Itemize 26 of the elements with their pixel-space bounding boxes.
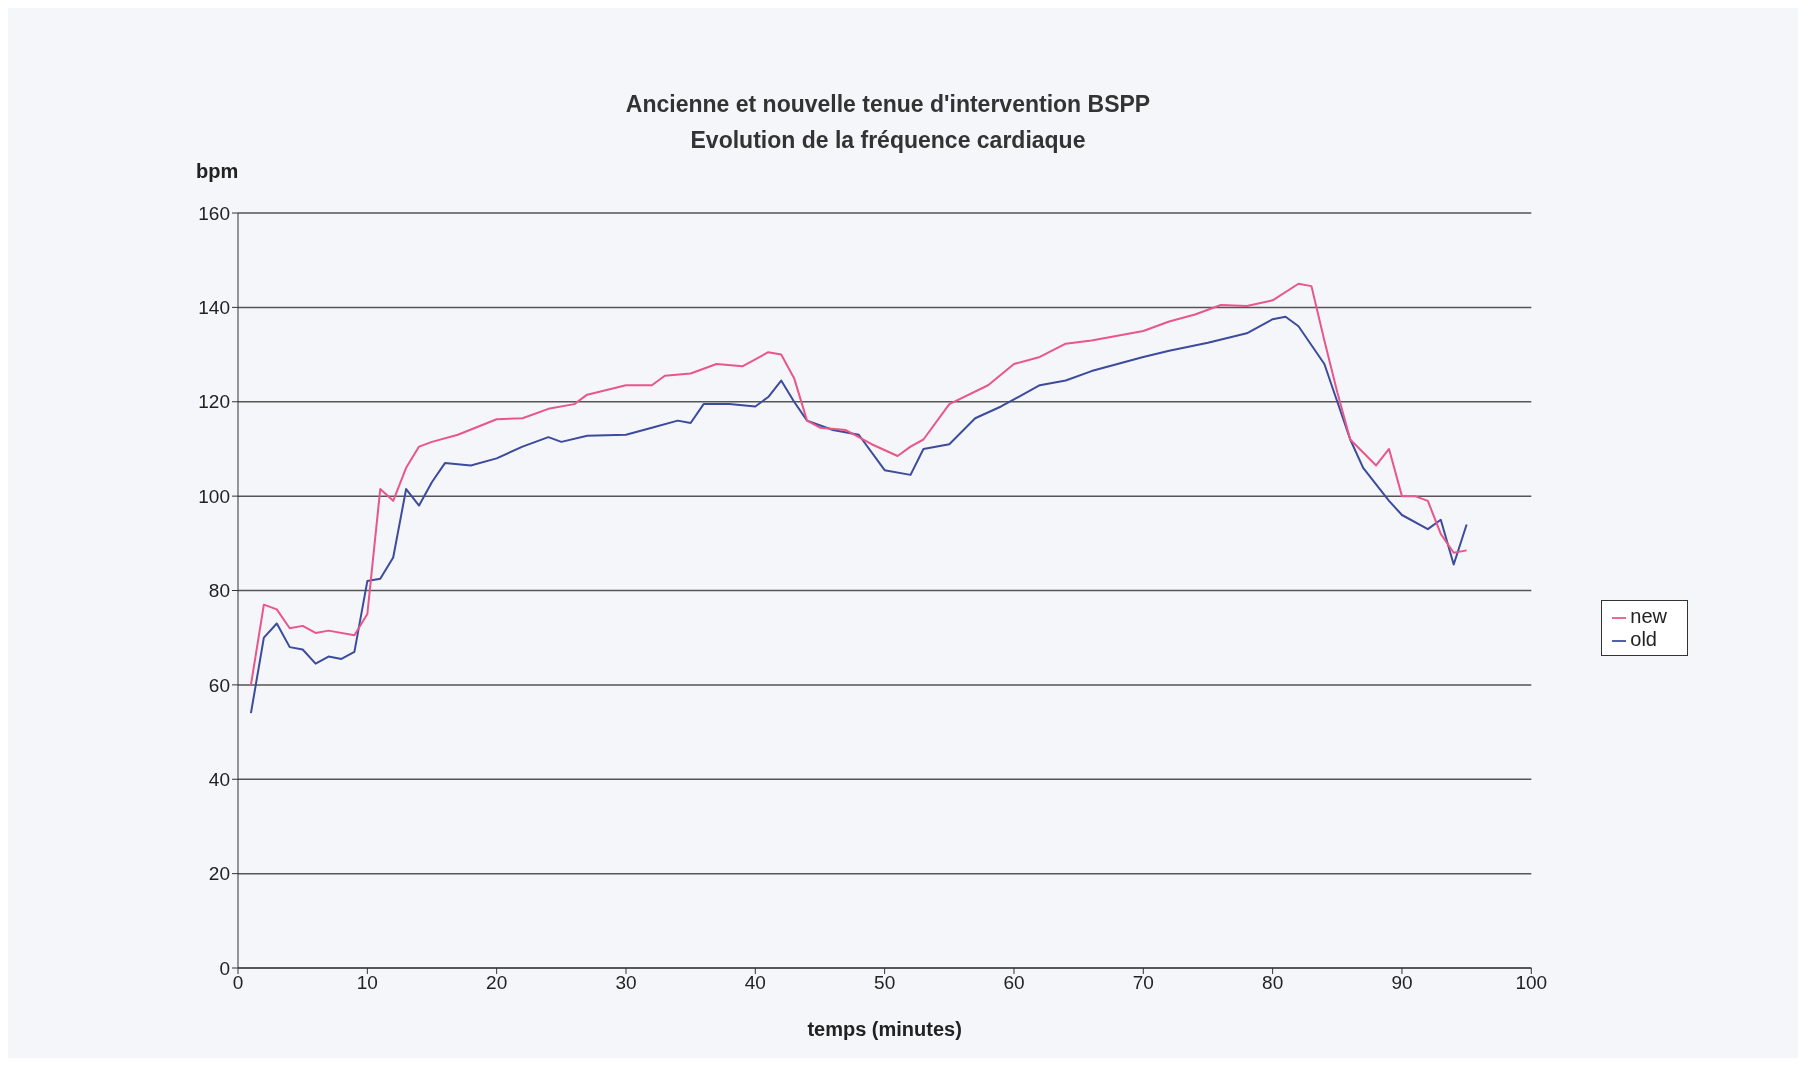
- y-tick-label: 120: [198, 391, 230, 413]
- y-tick-label: 20: [208, 863, 230, 885]
- chart-title: Ancienne et nouvelle tenue d'intervention BSPP: [624, 90, 1152, 119]
- x-tick-label: 100: [1515, 972, 1548, 994]
- x-tick-label: 10: [356, 972, 378, 994]
- y-tick-label: 40: [208, 768, 230, 790]
- y-tick-label: 60: [208, 674, 230, 696]
- y-tick-label: 140: [198, 297, 230, 319]
- x-tick-label: 60: [1003, 972, 1025, 994]
- x-tick-label: 50: [874, 972, 896, 994]
- x-tick-label: 90: [1391, 972, 1413, 994]
- x-tick-label: 80: [1262, 972, 1284, 994]
- legend-label: new: [1630, 605, 1667, 627]
- chart-subtitle: Evolution de la fréquence cardiaque: [689, 126, 1087, 155]
- legend-label: old: [1630, 628, 1657, 650]
- y-tick-label: 80: [208, 580, 230, 602]
- x-tick-label: 0: [232, 972, 244, 994]
- x-tick-label: 30: [615, 972, 637, 994]
- x-axis-title: temps (minutes): [807, 1018, 962, 1040]
- y-axis-title: bpm: [196, 160, 239, 183]
- x-tick-label: 20: [486, 972, 508, 994]
- x-tick-label: 70: [1132, 972, 1154, 994]
- y-tick-label: 160: [198, 202, 230, 224]
- x-tick-label: 40: [744, 972, 766, 994]
- y-tick-label: 0: [219, 957, 230, 979]
- y-tick-label: 100: [198, 485, 230, 507]
